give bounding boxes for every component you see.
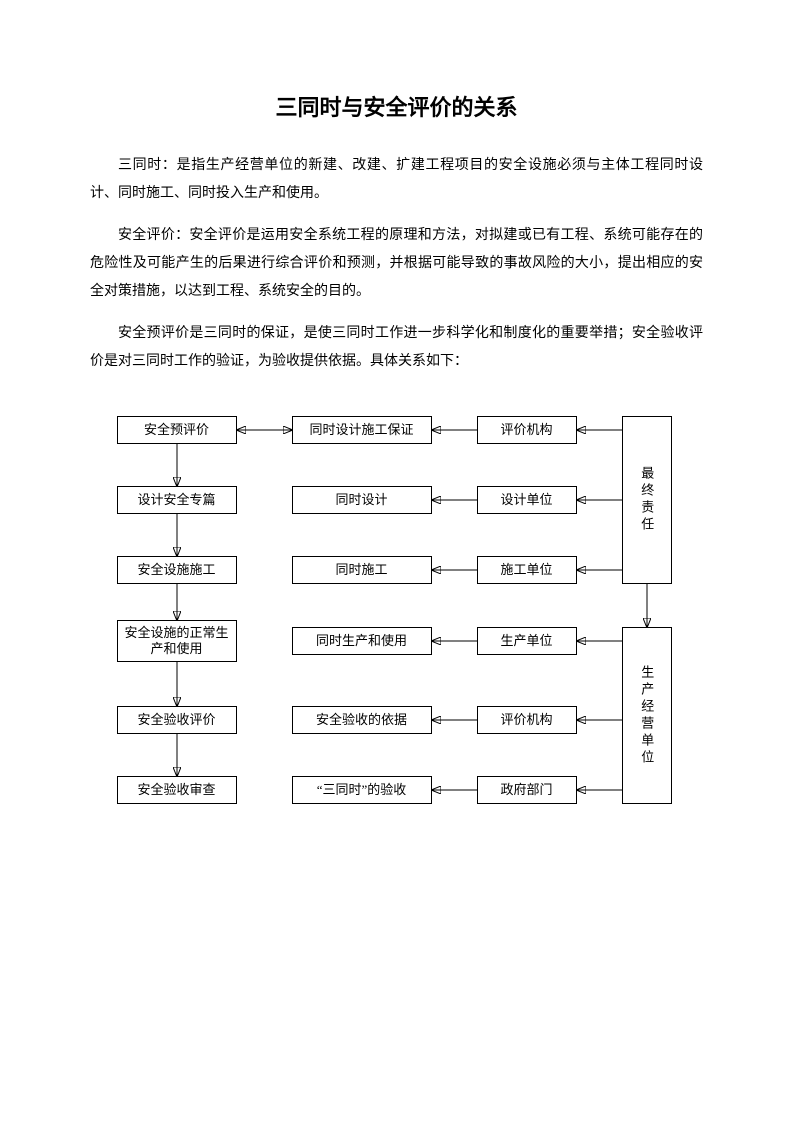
flowchart-node: 安全预评价 xyxy=(117,416,237,444)
flowchart-node-vertical: 最终责任 xyxy=(622,416,672,584)
flowchart-node: 同时生产和使用 xyxy=(292,627,432,655)
flowchart-node: 设计安全专篇 xyxy=(117,486,237,514)
flowchart-node: 政府部门 xyxy=(477,776,577,804)
flowchart: 安全预评价 设计安全专篇 安全设施施工 安全设施的正常生产和使用 安全验收评价 … xyxy=(117,416,677,866)
flowchart-node: 同时施工 xyxy=(292,556,432,584)
flowchart-node: 设计单位 xyxy=(477,486,577,514)
flowchart-node: 评价机构 xyxy=(477,706,577,734)
flowchart-node: 评价机构 xyxy=(477,416,577,444)
paragraph: 安全预评价是三同时的保证，是使三同时工作进一步科学化和制度化的重要举措；安全验收… xyxy=(90,320,703,376)
flowchart-node: 安全验收评价 xyxy=(117,706,237,734)
paragraph: 安全评价：安全评价是运用安全系统工程的原理和方法，对拟建或已有工程、系统可能存在… xyxy=(90,222,703,306)
flowchart-node-vertical: 生产经营单位 xyxy=(622,627,672,804)
paragraph: 三同时：是指生产经营单位的新建、改建、扩建工程项目的安全设施必须与主体工程同时设… xyxy=(90,152,703,208)
flowchart-node: 安全验收的依据 xyxy=(292,706,432,734)
flowchart-node: “三同时”的验收 xyxy=(292,776,432,804)
flowchart-node: 同时设计施工保证 xyxy=(292,416,432,444)
flowchart-node: 安全验收审查 xyxy=(117,776,237,804)
flowchart-node: 同时设计 xyxy=(292,486,432,514)
flowchart-node: 安全设施施工 xyxy=(117,556,237,584)
flowchart-node: 生产单位 xyxy=(477,627,577,655)
flowchart-node: 施工单位 xyxy=(477,556,577,584)
page-title: 三同时与安全评价的关系 xyxy=(90,90,703,122)
flowchart-node: 安全设施的正常生产和使用 xyxy=(117,620,237,662)
